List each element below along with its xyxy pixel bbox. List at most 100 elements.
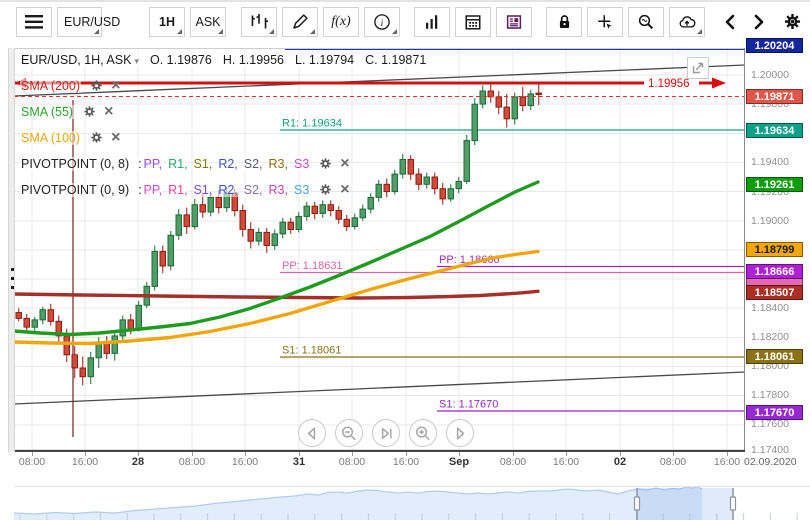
splitter-dot <box>11 277 14 280</box>
cloud-upload-icon <box>679 15 696 28</box>
pivot-level-label: R2, <box>217 156 239 171</box>
indicator-settings-icon[interactable] <box>319 183 332 196</box>
x-axis-tick <box>620 452 621 456</box>
indicator-label: SMA (100) <box>20 130 82 145</box>
zoom-out-button[interactable] <box>335 419 363 447</box>
symbol-select[interactable]: EUR/USD <box>57 6 120 37</box>
x-axis-label: 16:00 <box>392 456 420 468</box>
price-badge: 1.17670 <box>746 404 803 420</box>
timeframe-label: 1H <box>159 14 175 29</box>
prev-button[interactable] <box>718 6 742 37</box>
lock-button[interactable] <box>546 6 582 37</box>
x-axis-tick <box>85 452 86 456</box>
magnifier-minus-icon <box>341 425 356 440</box>
sma_55-line <box>14 180 540 337</box>
menu-button[interactable] <box>16 6 52 37</box>
indicator-settings-icon[interactable] <box>83 105 96 118</box>
y-axis-label: 1.17800 <box>751 389 789 401</box>
x-axis-label: 08:00 <box>499 456 527 468</box>
magnifier-plus-icon <box>415 425 430 440</box>
x-axis-label: 08:00 <box>338 456 366 468</box>
y-axis-label: 1.19000 <box>751 215 789 227</box>
indicator-label: SMA (200) <box>20 78 82 93</box>
high-value: H. 1.19956 <box>221 52 286 67</box>
settings-button[interactable] <box>780 6 804 37</box>
candlestick-icon <box>251 13 268 29</box>
instrument-label: EUR/USD, 1H, ASK <box>20 52 140 67</box>
price-badge: 1.19634 <box>746 122 803 138</box>
close-value: C. 1.19871 <box>364 52 428 67</box>
indicator-remove-icon[interactable]: × <box>104 102 114 120</box>
x-axis-label: 16:00 <box>71 456 99 468</box>
indicator-row: PIVOTPOINT (0, 8) : PP, R1, S1, R2, S2, R3, S3… <box>20 155 427 172</box>
indicator-settings-icon[interactable] <box>319 157 332 170</box>
x-axis-label: 08:00 <box>659 456 687 468</box>
x-axis-label: 08:00 <box>178 456 206 468</box>
price-side-label: ASK <box>195 14 221 29</box>
upload-button[interactable] <box>669 6 705 37</box>
y-axis-label: 1.18400 <box>751 302 789 314</box>
indicator-separator: : <box>130 156 143 171</box>
panel-splitter[interactable] <box>8 48 15 452</box>
indicator-remove-icon[interactable]: × <box>111 128 121 146</box>
x-axis-label: 16:00 <box>231 456 259 468</box>
price-badge: 1.19871 <box>746 88 803 104</box>
x-axis-tick <box>406 452 407 456</box>
x-axis-label: 28 <box>131 456 145 468</box>
magnifier-icon <box>638 14 654 29</box>
indicator-remove-icon[interactable]: × <box>111 76 121 94</box>
volume-button[interactable] <box>414 6 450 37</box>
pan-right-button[interactable] <box>446 419 474 447</box>
candles-layer <box>15 81 542 386</box>
indicator-row: SMA (55) × <box>20 103 427 120</box>
x-axis-tick <box>566 452 567 456</box>
indicator-settings-icon[interactable] <box>90 79 103 92</box>
pivot-level-label: PP, <box>142 182 164 197</box>
chart-type-button[interactable] <box>241 6 277 37</box>
crosshair-button[interactable] <box>587 6 623 37</box>
price-badge: 1.18061 <box>746 348 803 364</box>
indicator-row: SMA (100) × <box>20 129 427 146</box>
level-line-label: S1: 1.18061 <box>282 345 341 357</box>
x-axis-label: 08:00 <box>18 456 46 468</box>
indicator-remove-icon[interactable]: × <box>340 154 350 172</box>
x-axis-label: 16:00 <box>713 456 741 468</box>
news-button[interactable] <box>496 6 532 37</box>
info-button[interactable]: i <box>364 6 400 37</box>
x-axis-label: Sep <box>448 456 470 468</box>
expand-button[interactable] <box>687 57 709 79</box>
draw-button[interactable] <box>282 6 318 37</box>
pan-left-button[interactable] <box>298 419 326 447</box>
price-side-select[interactable]: ASK <box>190 6 226 37</box>
indicator-remove-icon[interactable]: × <box>340 180 350 198</box>
pivot-level-label: S3 <box>292 182 311 197</box>
timeframe-select[interactable]: 1H <box>149 6 185 37</box>
indicator-separator: : <box>130 182 143 197</box>
calendar-button[interactable] <box>455 6 491 37</box>
zoom-in-button[interactable] <box>409 419 437 447</box>
x-axis-label: 02 <box>613 456 627 468</box>
indicator-gear-icon <box>91 132 102 143</box>
splitter-dot <box>11 286 14 289</box>
low-value: L. 1.19794 <box>294 52 356 67</box>
y-axis-label: 1.18200 <box>751 331 789 343</box>
zoom-tool-button[interactable] <box>628 6 664 37</box>
gear-icon <box>784 13 800 30</box>
next-button[interactable] <box>747 6 771 37</box>
indicator-settings-icon[interactable] <box>90 131 103 144</box>
level-line-label: PP: 1.18666 <box>439 254 500 266</box>
price-badge: 1.18799 <box>746 241 803 257</box>
news-icon <box>506 14 522 29</box>
crosshair-icon <box>598 14 612 29</box>
x-axis-label: 16:00 <box>552 456 580 468</box>
x-axis-tick <box>32 452 33 456</box>
range-navigator[interactable] <box>14 486 810 520</box>
price-chart: R1: 1.19634 PP: 1.18666 PP: 1.18631 S1: 1.1… <box>14 48 745 452</box>
price-badge: 1.18666 <box>746 263 803 279</box>
triangle-left-icon <box>307 426 316 440</box>
price-badge: 1.19261 <box>746 176 803 192</box>
indicator-gear-icon <box>91 80 102 91</box>
ohlc-row: EUR/USD, 1H, ASK O. 1.19876 H. 1.19956 L… <box>20 51 428 68</box>
skip-to-latest-button[interactable] <box>372 419 400 447</box>
indicators-button[interactable]: f(x) <box>323 6 359 37</box>
